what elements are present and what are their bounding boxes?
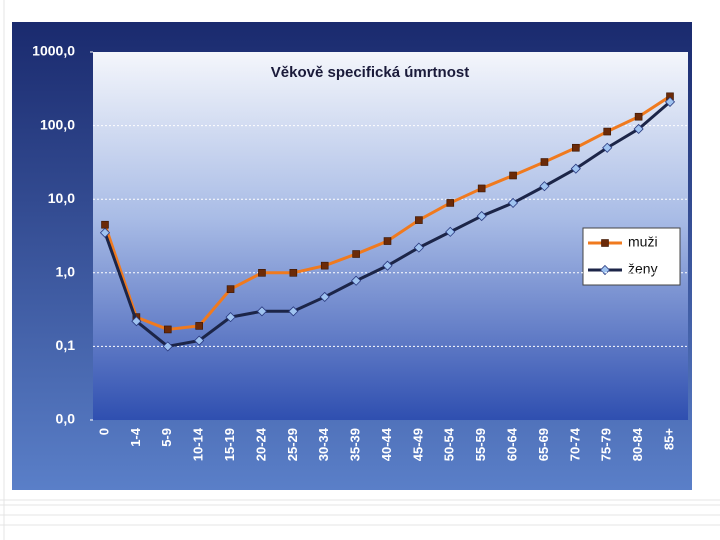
data-point: [383, 237, 392, 245]
x-tick-label: 35-39: [348, 428, 363, 461]
legend-label: muži: [628, 234, 658, 250]
data-point: [540, 158, 549, 166]
x-tick-label: 40-44: [379, 427, 394, 461]
legend-marker: [599, 264, 611, 276]
y-tick-label: 100,0: [40, 116, 75, 132]
data-point: [603, 127, 612, 136]
data-point: [507, 197, 519, 208]
x-tick-label: 75-79: [599, 428, 614, 461]
data-point: [256, 306, 268, 317]
x-tick-label: 1-4: [128, 427, 143, 447]
data-point: [476, 210, 487, 222]
data-point: [289, 268, 298, 277]
x-tick-label: 50-54: [442, 427, 457, 461]
data-point: [634, 112, 643, 121]
data-point: [226, 285, 235, 293]
data-point: [572, 143, 580, 152]
data-point: [320, 261, 329, 270]
data-point: [445, 226, 456, 237]
data-point: [413, 242, 424, 253]
legend-marker: [601, 239, 609, 247]
x-tick-label: 10-14: [191, 427, 206, 461]
data-point: [477, 184, 486, 193]
data-point: [351, 275, 362, 286]
x-tick-label: 25-29: [285, 428, 300, 461]
legend-box: [582, 227, 681, 286]
y-tick-label: 1,0: [56, 264, 76, 280]
x-tick-label: 55-59: [473, 428, 488, 461]
x-tick-label: 15-19: [222, 428, 237, 461]
x-tick-label: 5-9: [159, 428, 174, 447]
y-tick-label: 0,0: [56, 411, 76, 427]
x-tick-label: 0: [96, 428, 111, 435]
data-point: [352, 250, 360, 258]
y-tick-label: 0,1: [56, 337, 76, 353]
y-tick-label: 10,0: [48, 190, 75, 206]
x-tick-label: 80-84: [630, 427, 645, 461]
data-point: [99, 227, 111, 238]
data-point: [633, 123, 644, 135]
x-tick-label: 30-34: [316, 427, 331, 461]
data-point: [194, 335, 205, 346]
legend: muži ženy: [582, 227, 681, 286]
data-point: [539, 181, 550, 192]
x-tick-label: 70-74: [567, 427, 582, 461]
data-point: [382, 260, 393, 271]
x-tick-label: 65-69: [536, 428, 551, 461]
data-point: [288, 306, 299, 317]
x-tick-label: 20-24: [253, 427, 268, 461]
chart-title: Věkově specifická úmrtnost: [271, 64, 469, 81]
data-point: [602, 142, 613, 153]
data-point: [131, 316, 142, 327]
data-point: [162, 341, 173, 352]
data-point: [415, 216, 423, 224]
data-point: [664, 96, 676, 107]
data-point: [163, 325, 172, 334]
data-point: [225, 312, 236, 323]
x-tick-label: 85+: [661, 428, 676, 450]
legend-label: ženy: [628, 261, 658, 277]
data-point: [446, 199, 455, 207]
data-point: [570, 163, 581, 174]
data-point: [258, 268, 266, 277]
data-point: [195, 322, 203, 330]
y-tick-label: 1000,0: [32, 43, 75, 59]
data-point: [509, 171, 517, 180]
data-point: [319, 291, 330, 302]
x-tick-label: 60-64: [504, 427, 519, 461]
data-point: [101, 220, 109, 229]
x-tick-label: 45-49: [410, 428, 425, 461]
